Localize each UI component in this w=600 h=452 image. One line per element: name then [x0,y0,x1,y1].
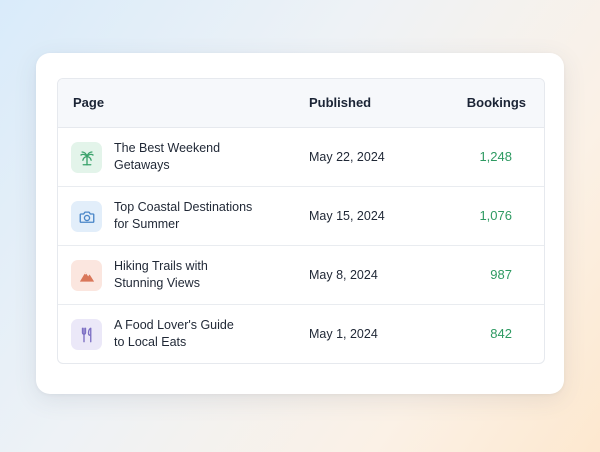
fork-knife-icon [81,327,91,342]
row-icon-badge [71,142,102,173]
row-icon-badge [71,319,102,350]
row-icon-badge [71,201,102,232]
table-row[interactable]: The Best Weekend Getaways May 22, 2024 1… [58,128,544,187]
pages-table: Page Published Bookings Th [57,78,545,364]
row-published-date: May 8, 2024 [309,268,378,282]
palm-tree-icon [79,150,94,165]
table-row[interactable]: Hiking Trails with Stunning Views May 8,… [58,246,544,305]
row-icon-badge [71,260,102,291]
row-bookings-count: 987 [490,267,512,282]
row-published-date: May 15, 2024 [309,209,385,223]
table-row[interactable]: A Food Lover's Guide to Local Eats May 1… [58,305,544,363]
mountain-icon [79,271,94,282]
table-header: Page Published Bookings [58,79,544,128]
row-page-title[interactable]: Top Coastal Destinations for Summer [114,200,253,231]
row-page-title[interactable]: The Best Weekend Getaways [114,141,221,172]
table-row[interactable]: Top Coastal Destinations for Summer May … [58,187,544,246]
row-published-date: May 22, 2024 [309,150,385,164]
camera-icon [79,210,94,223]
column-header-published[interactable]: Published [309,95,372,110]
row-page-title[interactable]: Hiking Trails with Stunning Views [114,259,208,290]
row-bookings-count: 1,248 [479,149,512,164]
row-page-title[interactable]: A Food Lover's Guide to Local Eats [114,318,234,349]
row-bookings-count: 1,076 [479,208,512,223]
row-published-date: May 1, 2024 [309,327,378,341]
bookings-card: Page Published Bookings Th [36,53,564,394]
column-header-bookings[interactable]: Bookings [466,95,526,110]
column-header-page[interactable]: Page [73,95,105,110]
row-bookings-count: 842 [490,326,512,341]
